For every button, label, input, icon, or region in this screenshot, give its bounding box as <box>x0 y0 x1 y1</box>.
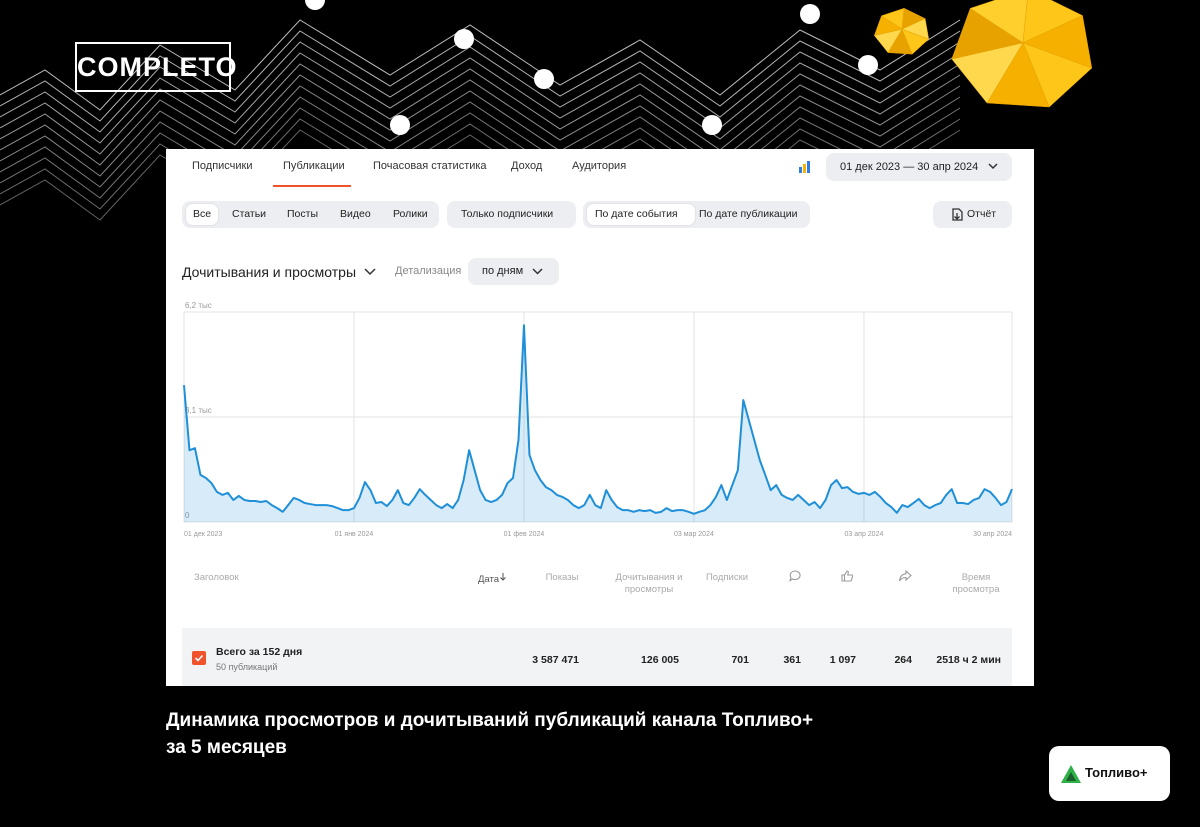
x-tick-label: 01 фев 2024 <box>504 531 545 538</box>
likes-icon[interactable] <box>840 569 854 583</box>
column-header[interactable]: Время просмотра <box>952 572 1000 595</box>
dashboard-screenshot: Подписчики Публикации Почасовая статисти… <box>166 149 1034 686</box>
x-tick-label: 01 янв 2024 <box>335 531 374 538</box>
decor-line <box>0 52 961 144</box>
comments-icon[interactable] <box>788 569 802 583</box>
decor-dot <box>534 69 554 89</box>
audience-filter[interactable]: Только подписчики <box>447 201 576 228</box>
decor-line <box>0 63 961 155</box>
decor-line <box>0 85 961 177</box>
filter-chip[interactable]: Ролики <box>393 208 428 220</box>
area <box>184 325 1012 522</box>
brand-logo: COMPLETO <box>75 42 238 92</box>
report-button[interactable]: Отчёт <box>933 201 1012 228</box>
filter-chip-selected[interactable]: По дате события <box>587 204 695 225</box>
report-icon <box>952 208 963 221</box>
x-tick-label: 30 апр 2024 <box>973 531 1012 538</box>
shares-icon[interactable] <box>898 569 912 583</box>
chevron <box>532 268 543 275</box>
total-value: 264 <box>894 654 912 666</box>
badge-text: Топливо+ <box>1085 765 1148 780</box>
decor-gem <box>1022 15 1093 69</box>
badge-icon <box>1061 765 1081 783</box>
column-header[interactable]: Дочитывания и просмотры <box>615 572 683 595</box>
chevron <box>988 163 998 170</box>
detail: по дням <box>482 265 524 277</box>
caption: Динамика просмотров и дочитываний публик… <box>166 710 814 731</box>
total-title: Всего за 152 дня <box>216 646 303 658</box>
total-value: 126 005 <box>641 654 679 666</box>
decor-dot <box>454 29 474 49</box>
decor-line <box>0 96 961 188</box>
metric: Дочитывания и просмотры <box>182 264 357 280</box>
x-tick-label: 03 апр 2024 <box>845 531 884 538</box>
column-header: Дата <box>478 574 500 585</box>
report-label: Отчёт <box>967 208 997 220</box>
total-value: 3 587 471 <box>532 654 579 666</box>
column-header-sorted[interactable]: Дата <box>478 572 507 585</box>
line-chart: 0 3,1 тыс 6,2 тыс 01 дек 2023 01 янв 2024 01 … <box>183 301 1013 538</box>
tab[interactable]: Доход <box>511 160 543 172</box>
decor-dot <box>305 0 325 10</box>
x-tick-label: 01 дек 2023 <box>184 531 222 538</box>
checkbox[interactable] <box>192 651 206 665</box>
sort-arrow <box>500 573 506 581</box>
detail-label: Детализация <box>395 265 462 277</box>
filter-chip: Только подписчики <box>461 208 554 220</box>
filter-chip[interactable]: По дате публикации <box>699 208 798 220</box>
y-tick-label: 3,1 тыс <box>185 406 212 415</box>
detail-selector[interactable]: по дням <box>468 258 559 285</box>
stats-icon[interactable] <box>798 160 812 174</box>
total-subtitle: 50 публикаций <box>216 662 278 672</box>
decor-line <box>0 19 961 111</box>
column-header[interactable]: Заголовок <box>194 572 239 583</box>
total-value: 1 097 <box>829 654 856 666</box>
total-row <box>182 628 1012 686</box>
tab-active[interactable]: Публикации <box>283 160 345 172</box>
decor-dot <box>858 55 878 75</box>
y-tick-label: 0 <box>185 511 190 520</box>
decor-dot <box>390 115 410 135</box>
date-range-picker[interactable]: 01 дек 2023 — 30 апр 2024 <box>826 153 1012 181</box>
caption: за 5 месяцев <box>166 737 287 758</box>
column-header[interactable]: Подписки <box>705 572 749 583</box>
decor-line <box>0 30 961 122</box>
filter-chip[interactable]: Посты <box>287 208 318 220</box>
tab[interactable]: Почасовая статистика <box>373 160 487 172</box>
date-mode-filter: По дате события По дате публикации <box>583 201 810 228</box>
metric-selector[interactable]: Дочитывания и просмотры <box>182 264 376 280</box>
filter-chip[interactable]: Статьи <box>232 208 267 220</box>
tab[interactable]: Аудитория <box>572 160 627 172</box>
column-header[interactable]: Показы <box>545 572 579 583</box>
decor-dot <box>800 4 820 24</box>
chevron <box>364 268 376 276</box>
tab[interactable]: Подписчики <box>192 160 253 172</box>
brand-text: COMPLETO <box>77 52 238 82</box>
line <box>183 324 1013 515</box>
total-value: 361 <box>783 654 801 666</box>
date-range: 01 дек 2023 — 30 апр 2024 <box>840 161 979 173</box>
filter-chip[interactable]: Видео <box>340 208 371 220</box>
tab-underline <box>273 185 351 187</box>
badge: Топливо+ <box>1049 746 1170 801</box>
type-filter: Все Статьи Посты Видео Ролики <box>182 201 439 228</box>
total-value: 2518 ч 2 мин <box>936 654 1001 666</box>
decor-dot <box>702 115 722 135</box>
filter-chip-selected[interactable]: Все <box>186 204 218 225</box>
decor-gem <box>901 18 930 40</box>
y-tick-label: 6,2 тыс <box>185 301 212 310</box>
decor-line <box>0 107 961 199</box>
decor-line <box>0 41 961 133</box>
total-value: 701 <box>731 654 749 666</box>
decor-line <box>0 74 961 166</box>
x-tick-label: 03 мар 2024 <box>674 531 714 538</box>
